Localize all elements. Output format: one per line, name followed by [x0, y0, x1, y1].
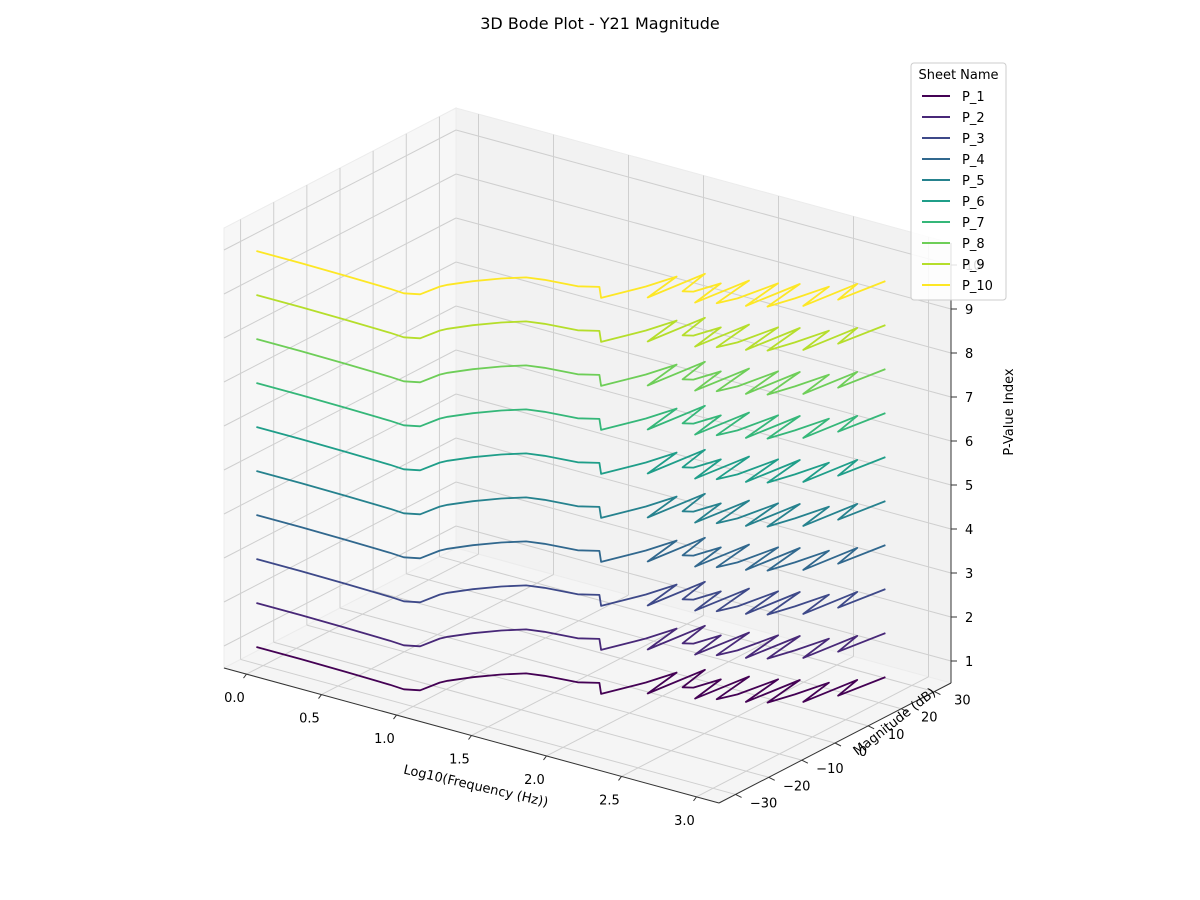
legend-label-P_8: P_8: [962, 237, 985, 252]
grid-z-back: [455, 129, 952, 266]
grid-z-side: [223, 437, 457, 559]
tick-mark: [318, 694, 322, 699]
y-tick-label: −30: [750, 796, 777, 811]
x-tick-label: 0.5: [299, 712, 320, 727]
z-tick-label: 5: [965, 479, 973, 494]
z-tick-label: 9: [965, 303, 973, 318]
legend-label-P_2: P_2: [962, 111, 985, 126]
legend-box: [910, 62, 1007, 301]
tick-mark: [543, 755, 547, 761]
series-line-P_9: [256, 294, 886, 352]
grid-y-floor: [439, 556, 935, 693]
tick-mark: [735, 793, 742, 798]
legend-label-P_10: P_10: [962, 279, 993, 294]
grid-lines: [223, 114, 952, 798]
grid-z-back: [455, 217, 952, 354]
series-line-P_2: [256, 602, 886, 660]
grid-z-side: [223, 217, 457, 339]
y-tick-label: −20: [783, 779, 810, 794]
series-line-P_6: [256, 426, 886, 484]
tick-mark: [393, 714, 397, 720]
grid-z-side: [223, 525, 457, 647]
legend-label-P_4: P_4: [962, 153, 985, 168]
grid-z-back: [455, 393, 952, 530]
grid-z-back: [455, 261, 952, 398]
legend-items: P_1 P_2 P_3 P_4 P_5 P_6 P_7 P_8 P_9 P_10: [922, 90, 993, 294]
grid-z-back: [455, 481, 952, 618]
y-tick-label: 10: [888, 728, 905, 743]
z-tick-label: 8: [965, 347, 973, 362]
series-lines: [256, 250, 886, 704]
tick-labels: 0.0 0.5 1.0 1.5 2.0 2.5 3.0 −30 −20 −10 0 10 20 30 1 2 3…: [224, 259, 981, 829]
x-tick-label: 0.0: [224, 691, 245, 706]
grid-z-back: [455, 173, 952, 310]
series-line-P_1: [256, 646, 886, 704]
tick-mark: [468, 735, 472, 740]
tick-mark: [801, 759, 809, 764]
series-line-P_5: [256, 470, 886, 528]
grid-z-side: [223, 129, 457, 251]
legend-label-P_7: P_7: [962, 216, 985, 231]
legend-label-P_9: P_9: [962, 258, 985, 273]
tick-mark: [834, 742, 842, 747]
tick-mark: [243, 673, 247, 679]
chart-title: 3D Bode Plot - Y21 Magnitude: [480, 14, 720, 33]
grid-z-side: [223, 173, 457, 295]
grid-z-back: [455, 349, 952, 486]
legend-label-P_1: P_1: [962, 90, 985, 105]
series-line-P_3: [256, 558, 886, 616]
grid-y-floor: [240, 658, 736, 795]
grid-y-floor: [339, 607, 836, 744]
grid-z-back: [455, 305, 952, 442]
tick-mark: [693, 796, 697, 802]
series-line-P_10: [256, 250, 886, 308]
grid-y-floor: [273, 641, 769, 778]
z-tick-label: 2: [965, 611, 973, 626]
y-tick-label: 20: [921, 711, 938, 726]
y-tick-label: 0: [859, 745, 867, 760]
grid-z-side: [223, 305, 457, 427]
legend-title: Sheet Name: [918, 68, 998, 83]
tick-mark: [901, 708, 908, 713]
legend-label-P_6: P_6: [962, 195, 985, 210]
z-tick-label: 7: [965, 391, 973, 406]
x-tick-label: 3.0: [674, 814, 695, 829]
x-tick-label: 1.0: [374, 732, 395, 747]
y-tick-label: 30: [954, 694, 971, 709]
grid-z-side: [223, 393, 457, 515]
legend: Sheet Name P_1P_2P_3P_4P_5P_6P_7P_8P_9P_…: [910, 62, 1007, 301]
grid-z-side: [223, 481, 457, 603]
tick-mark: [768, 776, 775, 781]
series-line-P_8: [256, 338, 886, 396]
x-tick-label: 2.0: [524, 773, 545, 788]
series-line-P_4: [256, 514, 886, 572]
legend-label-P_3: P_3: [962, 132, 985, 147]
tick-mark: [867, 725, 875, 730]
z-tick-label: 1: [965, 655, 973, 670]
z-tick-label: 6: [965, 435, 973, 450]
tick-mark: [618, 776, 622, 781]
grid-y-floor: [306, 624, 802, 761]
grid-y-floor: [373, 590, 869, 727]
grid-z-back: [455, 437, 952, 574]
x-tick-label: 2.5: [599, 793, 620, 808]
grid-z-side: [223, 349, 457, 471]
legend-label-P_5: P_5: [962, 174, 985, 189]
x-tick-label: 1.5: [449, 753, 470, 768]
z-tick-label: 4: [965, 523, 973, 538]
tick-mark: [934, 691, 941, 696]
y-tick-label: −10: [816, 762, 843, 777]
z-axis-label: P-Value Index: [1002, 368, 1017, 455]
series-line-P_7: [256, 382, 886, 440]
grid-z-side: [223, 261, 457, 383]
z-tick-label: 3: [965, 567, 973, 582]
grid-z-back: [455, 525, 952, 662]
